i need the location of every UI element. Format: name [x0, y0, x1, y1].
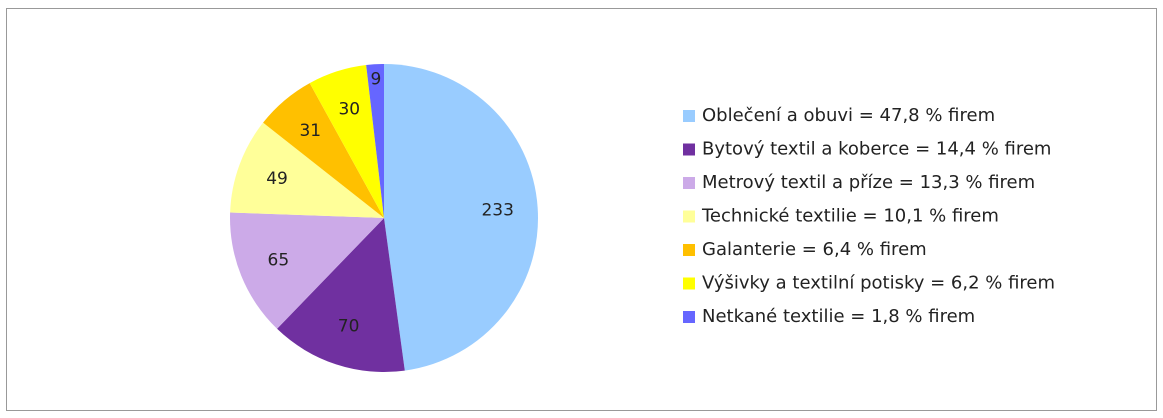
data-label: 65 [268, 251, 290, 271]
legend-swatch [683, 143, 695, 156]
legend-label: Technické textilie = 10,1 % firem [701, 206, 999, 227]
legend-swatch [683, 177, 695, 189]
legend-label: Netkané textilie = 1,8 % firem [702, 306, 975, 327]
legend-label: Oblečení a obuvi = 47,8 % firem [702, 105, 995, 126]
legend-label: Galanterie = 6,4 % firem [702, 239, 927, 260]
data-label: 9 [371, 70, 382, 90]
legend-swatch [683, 244, 695, 256]
pie-slice [384, 64, 538, 371]
legend-label: Metrový textil a příze = 13,3 % firem [702, 172, 1035, 193]
legend-label: Bytový textil a koberce = 14,4 % firem [702, 139, 1051, 160]
data-label: 49 [266, 169, 288, 189]
legend-swatch [683, 277, 695, 290]
pie-slice [263, 83, 384, 219]
data-label: 233 [481, 200, 513, 220]
pie-slice [230, 212, 384, 329]
legend-swatch [683, 311, 695, 323]
legend-label: Výšivky a textilní potisky = 6,2 % firem [702, 273, 1055, 294]
pie-slice [366, 64, 384, 218]
legend-swatch [683, 110, 695, 122]
chart-frame [6, 8, 1157, 411]
pie-slice [309, 65, 384, 219]
pie-slice [230, 122, 384, 218]
data-label: 31 [299, 121, 321, 141]
data-label: 70 [338, 316, 360, 336]
pie-slice [277, 218, 405, 372]
data-label: 30 [338, 99, 360, 119]
legend-swatch [683, 210, 695, 223]
